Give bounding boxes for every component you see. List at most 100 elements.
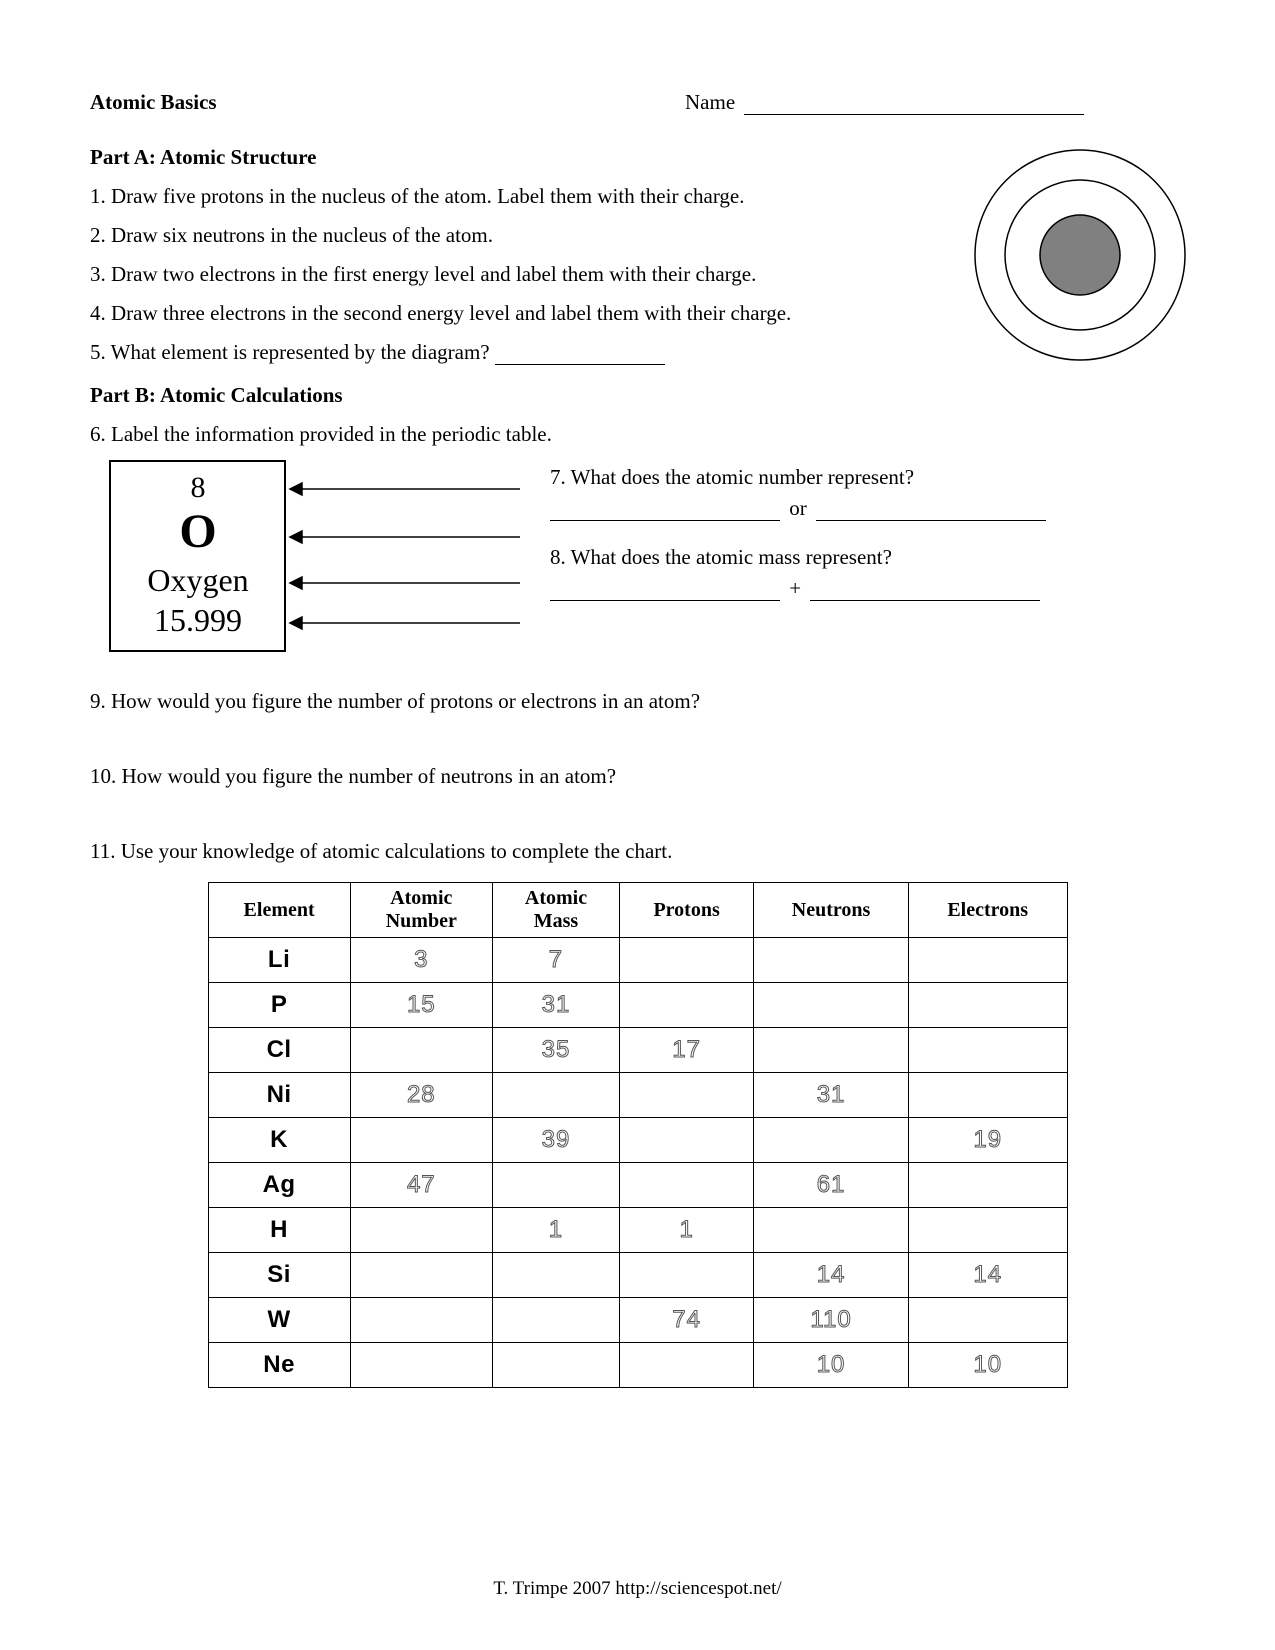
table-cell: Ne bbox=[208, 1343, 350, 1388]
table-cell[interactable] bbox=[492, 1253, 619, 1298]
pbox-atomic-number: 8 bbox=[191, 471, 206, 504]
side-questions: 7. What does the atomic number represent… bbox=[550, 465, 1100, 625]
table-cell[interactable] bbox=[350, 1253, 492, 1298]
table-cell: 1 bbox=[620, 1208, 754, 1253]
table-row: Ag47 61 bbox=[208, 1163, 1067, 1208]
table-cell: 17 bbox=[620, 1028, 754, 1073]
table-cell: 19 bbox=[908, 1118, 1067, 1163]
table-cell[interactable] bbox=[908, 1298, 1067, 1343]
periodic-box: 8 O Oxygen 15.999 bbox=[90, 459, 520, 659]
table-cell: 10 bbox=[754, 1343, 909, 1388]
pbox-name: Oxygen bbox=[147, 562, 248, 598]
col-protons: Protons bbox=[620, 883, 754, 938]
table-cell[interactable] bbox=[350, 1028, 492, 1073]
question-8: 8. What does the atomic mass represent? bbox=[550, 545, 1100, 570]
col-atomic-number: AtomicNumber bbox=[350, 883, 492, 938]
table-cell[interactable] bbox=[492, 1343, 619, 1388]
table-cell: 110 bbox=[754, 1298, 909, 1343]
table-cell[interactable] bbox=[908, 938, 1067, 983]
table-cell[interactable] bbox=[754, 1208, 909, 1253]
table-cell[interactable] bbox=[492, 1298, 619, 1343]
table-cell: 61 bbox=[754, 1163, 909, 1208]
table-row: Li37 bbox=[208, 938, 1067, 983]
table-row: K3919 bbox=[208, 1118, 1067, 1163]
question-11: 11. Use your knowledge of atomic calcula… bbox=[90, 839, 1185, 864]
table-cell[interactable] bbox=[908, 1208, 1067, 1253]
table-cell[interactable] bbox=[350, 1343, 492, 1388]
table-cell[interactable] bbox=[754, 1118, 909, 1163]
table-cell[interactable] bbox=[350, 1208, 492, 1253]
table-cell: Si bbox=[208, 1253, 350, 1298]
table-row: Ne 1010 bbox=[208, 1343, 1067, 1388]
table-cell: Ag bbox=[208, 1163, 350, 1208]
table-cell[interactable] bbox=[492, 1163, 619, 1208]
q5-blank[interactable] bbox=[495, 341, 665, 365]
table-cell: 15 bbox=[350, 983, 492, 1028]
table-cell[interactable] bbox=[908, 1163, 1067, 1208]
part-a-questions: 1. Draw five protons in the nucleus of t… bbox=[90, 184, 850, 365]
table-cell[interactable] bbox=[908, 1028, 1067, 1073]
table-cell: 10 bbox=[908, 1343, 1067, 1388]
table-cell[interactable] bbox=[754, 1028, 909, 1073]
table-cell[interactable] bbox=[754, 938, 909, 983]
table-row: Cl 3517 bbox=[208, 1028, 1067, 1073]
table-cell: Li bbox=[208, 938, 350, 983]
table-row: Ni2831 bbox=[208, 1073, 1067, 1118]
table-cell[interactable] bbox=[620, 1253, 754, 1298]
table-cell: 1 bbox=[492, 1208, 619, 1253]
table-cell[interactable] bbox=[492, 1073, 619, 1118]
table-cell: 47 bbox=[350, 1163, 492, 1208]
table-row: H 11 bbox=[208, 1208, 1067, 1253]
table-cell: Ni bbox=[208, 1073, 350, 1118]
name-blank[interactable] bbox=[744, 91, 1084, 115]
part-b-title: Part B: Atomic Calculations bbox=[90, 383, 1185, 408]
table-cell[interactable] bbox=[620, 983, 754, 1028]
table-row: P1531 bbox=[208, 983, 1067, 1028]
atomic-chart: Element AtomicNumber AtomicMass Protons … bbox=[208, 882, 1068, 1388]
question-1: 1. Draw five protons in the nucleus of t… bbox=[90, 184, 850, 209]
pbox-symbol: O bbox=[179, 505, 216, 558]
header: Atomic Basics Name bbox=[90, 90, 1185, 115]
atom-diagram bbox=[965, 140, 1195, 370]
table-cell: 31 bbox=[492, 983, 619, 1028]
question-2: 2. Draw six neutrons in the nucleus of t… bbox=[90, 223, 850, 248]
col-element: Element bbox=[208, 883, 350, 938]
question-5: 5. What element is represented by the di… bbox=[90, 340, 850, 365]
question-4: 4. Draw three electrons in the second en… bbox=[90, 301, 850, 326]
periodic-row: 8 O Oxygen 15.999 7. What does the atomi… bbox=[90, 459, 1185, 659]
table-cell[interactable] bbox=[908, 983, 1067, 1028]
pbox-mass: 15.999 bbox=[154, 602, 242, 638]
q7-answer-line: or bbox=[550, 496, 1100, 521]
col-neutrons: Neutrons bbox=[754, 883, 909, 938]
question-6: 6. Label the information provided in the… bbox=[90, 422, 1185, 447]
question-3: 3. Draw two electrons in the first energ… bbox=[90, 262, 850, 287]
col-atomic-mass: AtomicMass bbox=[492, 883, 619, 938]
table-cell: Cl bbox=[208, 1028, 350, 1073]
question-7: 7. What does the atomic number represent… bbox=[550, 465, 1100, 490]
table-cell[interactable] bbox=[620, 1343, 754, 1388]
table-cell[interactable] bbox=[620, 1073, 754, 1118]
table-cell[interactable] bbox=[620, 1163, 754, 1208]
table-cell[interactable] bbox=[620, 1118, 754, 1163]
table-row: W74110 bbox=[208, 1298, 1067, 1343]
table-cell: 74 bbox=[620, 1298, 754, 1343]
table-cell[interactable] bbox=[754, 983, 909, 1028]
table-cell: H bbox=[208, 1208, 350, 1253]
table-cell[interactable] bbox=[350, 1118, 492, 1163]
question-9: 9. How would you figure the number of pr… bbox=[90, 689, 1185, 714]
table-cell[interactable] bbox=[908, 1073, 1067, 1118]
table-cell: K bbox=[208, 1118, 350, 1163]
page-title: Atomic Basics bbox=[90, 90, 217, 115]
chart-header-row: Element AtomicNumber AtomicMass Protons … bbox=[208, 883, 1067, 938]
table-cell[interactable] bbox=[350, 1298, 492, 1343]
name-field: Name bbox=[685, 90, 1185, 115]
table-row: Si1414 bbox=[208, 1253, 1067, 1298]
table-cell: 35 bbox=[492, 1028, 619, 1073]
table-cell[interactable] bbox=[620, 938, 754, 983]
table-cell: 14 bbox=[908, 1253, 1067, 1298]
table-cell: 3 bbox=[350, 938, 492, 983]
table-cell: 28 bbox=[350, 1073, 492, 1118]
table-cell: P bbox=[208, 983, 350, 1028]
table-cell: 7 bbox=[492, 938, 619, 983]
q8-answer-line: + bbox=[550, 576, 1100, 601]
